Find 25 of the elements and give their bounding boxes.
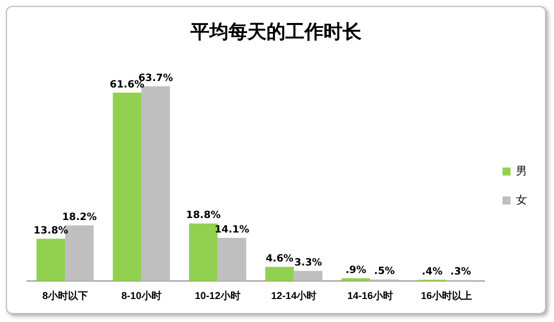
x-tick-label: 16小时以上 bbox=[420, 290, 472, 302]
bar bbox=[36, 238, 66, 281]
data-label: 18.8% bbox=[186, 210, 221, 222]
x-tick-label: 10-12小时 bbox=[194, 290, 240, 302]
x-tick-label: 14-16小时 bbox=[347, 290, 393, 302]
legend-label: 男 bbox=[516, 166, 527, 178]
data-label: .4% bbox=[422, 266, 442, 278]
bar bbox=[294, 270, 322, 281]
chart-title: 平均每天的工作时长 bbox=[190, 20, 362, 45]
bar bbox=[141, 86, 170, 281]
bar bbox=[342, 278, 370, 281]
bar bbox=[112, 92, 142, 281]
data-label: 3.3% bbox=[294, 258, 322, 269]
bar bbox=[265, 266, 294, 281]
bar bbox=[218, 238, 246, 281]
data-label: .5% bbox=[374, 266, 395, 278]
legend-label: 女 bbox=[516, 194, 527, 207]
data-label: .9% bbox=[345, 264, 366, 276]
data-label: .3% bbox=[450, 266, 472, 278]
x-tick-label: 8-10小时 bbox=[121, 290, 162, 302]
x-tick-label: 12-14小时 bbox=[271, 290, 317, 302]
x-tick-label: 8小时以下 bbox=[42, 290, 88, 302]
data-label: 18.2% bbox=[62, 212, 97, 223]
data-label: 13.8% bbox=[33, 225, 68, 236]
data-label: 4.6% bbox=[266, 254, 294, 265]
